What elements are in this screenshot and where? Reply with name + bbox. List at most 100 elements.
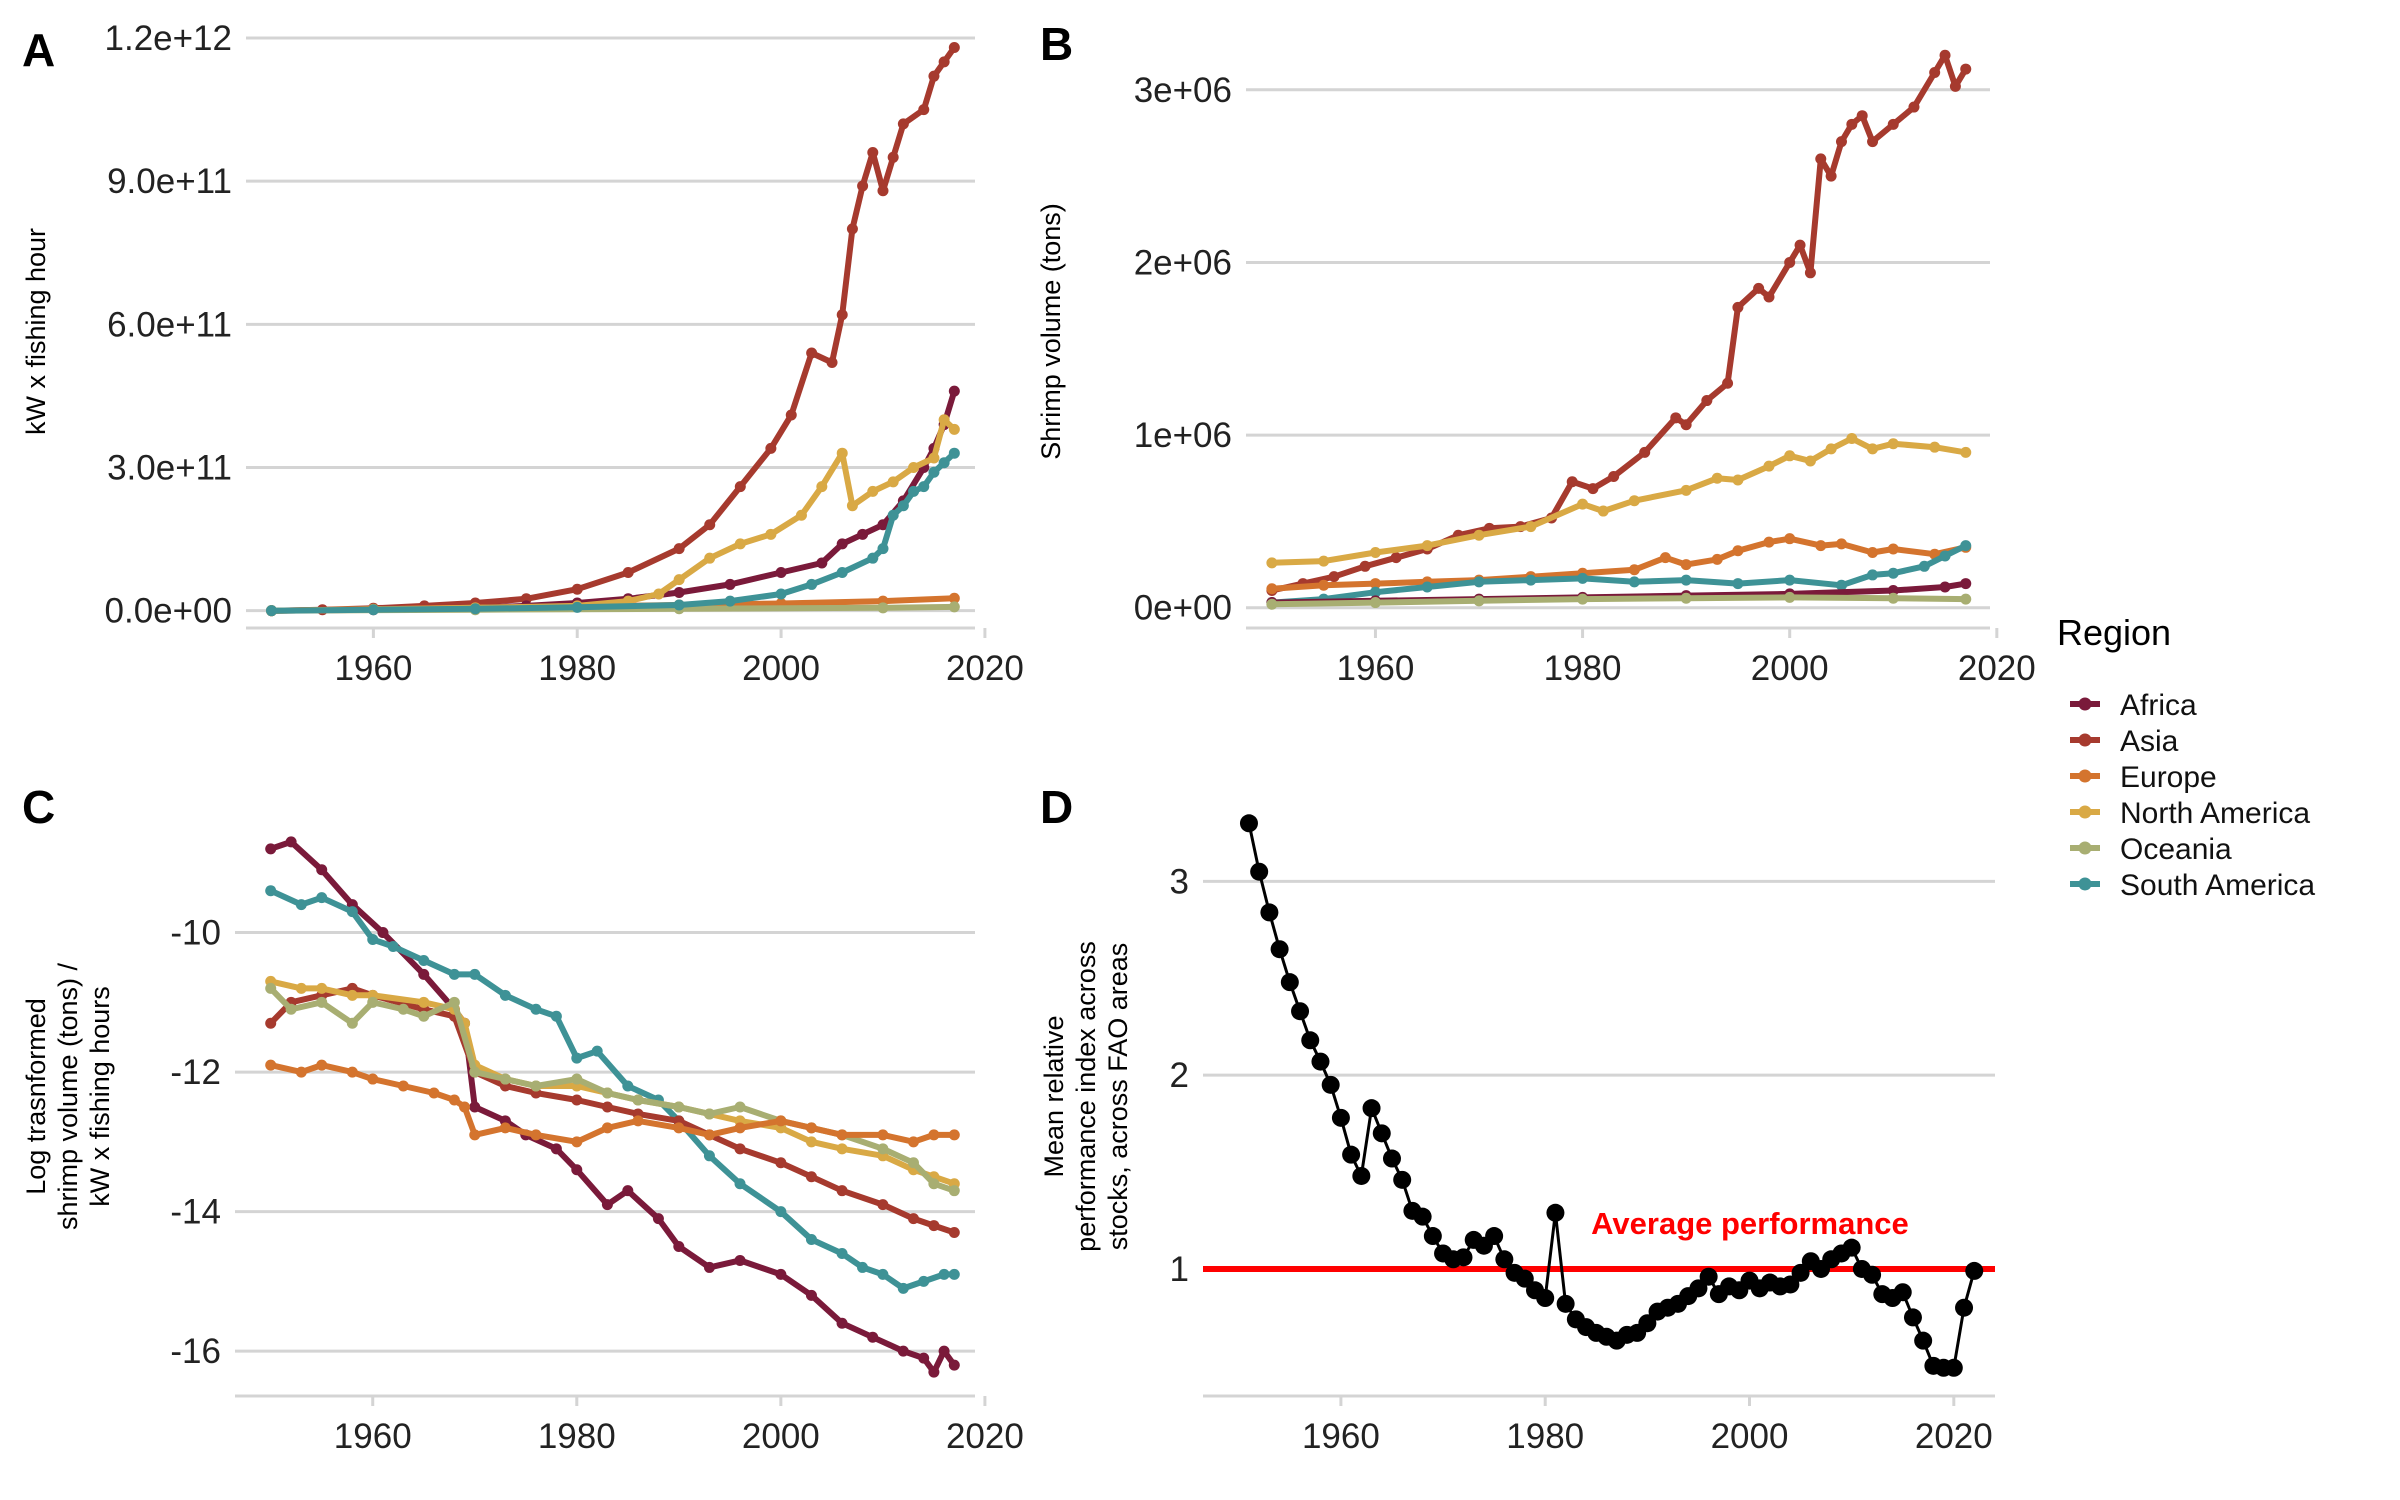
y-tick-label: -14	[170, 1193, 221, 1232]
data-point	[1825, 170, 1837, 182]
data-point	[1342, 1145, 1361, 1164]
data-point	[469, 968, 481, 980]
data-point	[734, 481, 746, 493]
data-point	[918, 481, 930, 493]
data-point	[1804, 267, 1816, 279]
data-point	[877, 1199, 889, 1211]
data-point	[704, 552, 716, 564]
data-point	[1473, 529, 1485, 541]
data-point	[1722, 377, 1734, 389]
data-point	[377, 927, 389, 939]
data-point	[765, 442, 777, 454]
data-point	[805, 1289, 817, 1301]
data-point	[1732, 301, 1744, 313]
x-tick-label: 2000	[742, 649, 820, 688]
data-point	[1781, 1275, 1800, 1294]
data-point	[918, 104, 930, 116]
data-point	[285, 836, 297, 848]
data-point	[673, 1240, 685, 1252]
data-point	[1680, 419, 1692, 431]
series-line	[268, 986, 956, 1194]
data-point	[857, 180, 869, 192]
data-point	[295, 1066, 307, 1078]
data-point	[1659, 552, 1671, 564]
data-point	[877, 543, 889, 555]
data-point	[816, 557, 828, 569]
data-point	[448, 996, 460, 1008]
data-point	[1597, 505, 1609, 517]
x-tick-label: 1960	[1302, 1417, 1380, 1456]
data-point	[530, 1003, 542, 1015]
legend-label: South America	[2120, 869, 2315, 902]
legend-key-point	[2078, 805, 2092, 819]
x-tick-label: 2000	[1711, 1417, 1789, 1456]
data-point	[724, 595, 736, 607]
data-point	[724, 578, 736, 590]
data-point	[1608, 471, 1620, 483]
legend-label: Asia	[2120, 725, 2179, 758]
data-point	[948, 423, 960, 435]
data-point	[316, 892, 328, 904]
data-point	[1454, 1248, 1473, 1267]
data-point	[877, 1268, 889, 1280]
data-point	[1732, 474, 1744, 486]
data-point	[703, 1108, 715, 1120]
data-point	[1887, 567, 1899, 579]
data-point	[877, 602, 889, 614]
y-tick-label: 2	[1170, 1056, 1189, 1095]
data-point	[948, 1129, 960, 1141]
data-point	[265, 1017, 277, 1029]
data-point	[673, 543, 685, 555]
data-point	[1846, 433, 1858, 445]
panel-d: 1 2 3 1960 1980 2000 2020 D Mean relativeperform…	[1039, 781, 1995, 1456]
data-point	[295, 982, 307, 994]
data-point	[316, 996, 328, 1008]
data-point	[938, 414, 950, 426]
x-tick-label: 1960	[334, 1417, 412, 1456]
y-tick-label: 3	[1170, 862, 1189, 901]
data-point	[846, 223, 858, 235]
data-point	[1763, 536, 1775, 548]
data-point	[1784, 574, 1796, 586]
data-point	[1546, 1203, 1565, 1222]
data-point	[928, 1220, 940, 1232]
x-tick-label: 1980	[538, 649, 616, 688]
data-point	[704, 519, 716, 531]
data-point	[948, 592, 960, 604]
data-point	[826, 357, 838, 369]
series-south-america	[265, 885, 960, 1294]
data-point	[897, 1345, 909, 1357]
y-tick-label: -10	[170, 914, 221, 953]
data-point	[1638, 1314, 1657, 1333]
data-point	[1763, 460, 1775, 472]
series-oceania	[1266, 591, 1972, 610]
y-tick-label: 3.0e+11	[107, 449, 232, 488]
data-point	[1908, 101, 1920, 113]
data-point	[1949, 80, 1961, 92]
data-point	[1680, 484, 1692, 496]
data-point	[1577, 572, 1589, 584]
data-point	[1701, 395, 1713, 407]
data-point	[897, 1282, 909, 1294]
data-point	[907, 1213, 919, 1225]
series-north-america	[265, 414, 960, 617]
data-point	[367, 604, 379, 616]
data-point	[346, 989, 358, 1001]
series-index	[1239, 814, 1984, 1377]
data-point	[265, 1059, 277, 1071]
data-point	[1846, 118, 1858, 130]
data-point	[836, 567, 848, 579]
data-point	[469, 1101, 481, 1113]
data-point	[632, 1115, 644, 1127]
data-point	[418, 954, 430, 966]
data-point	[499, 1073, 511, 1085]
data-point	[897, 500, 909, 512]
data-point	[448, 1094, 460, 1106]
series-asia	[1266, 49, 1972, 596]
data-point	[550, 1010, 562, 1022]
data-point	[673, 574, 685, 586]
data-point	[1804, 455, 1816, 467]
data-point	[1301, 1031, 1320, 1050]
data-point	[1835, 136, 1847, 148]
data-point	[1369, 546, 1381, 558]
